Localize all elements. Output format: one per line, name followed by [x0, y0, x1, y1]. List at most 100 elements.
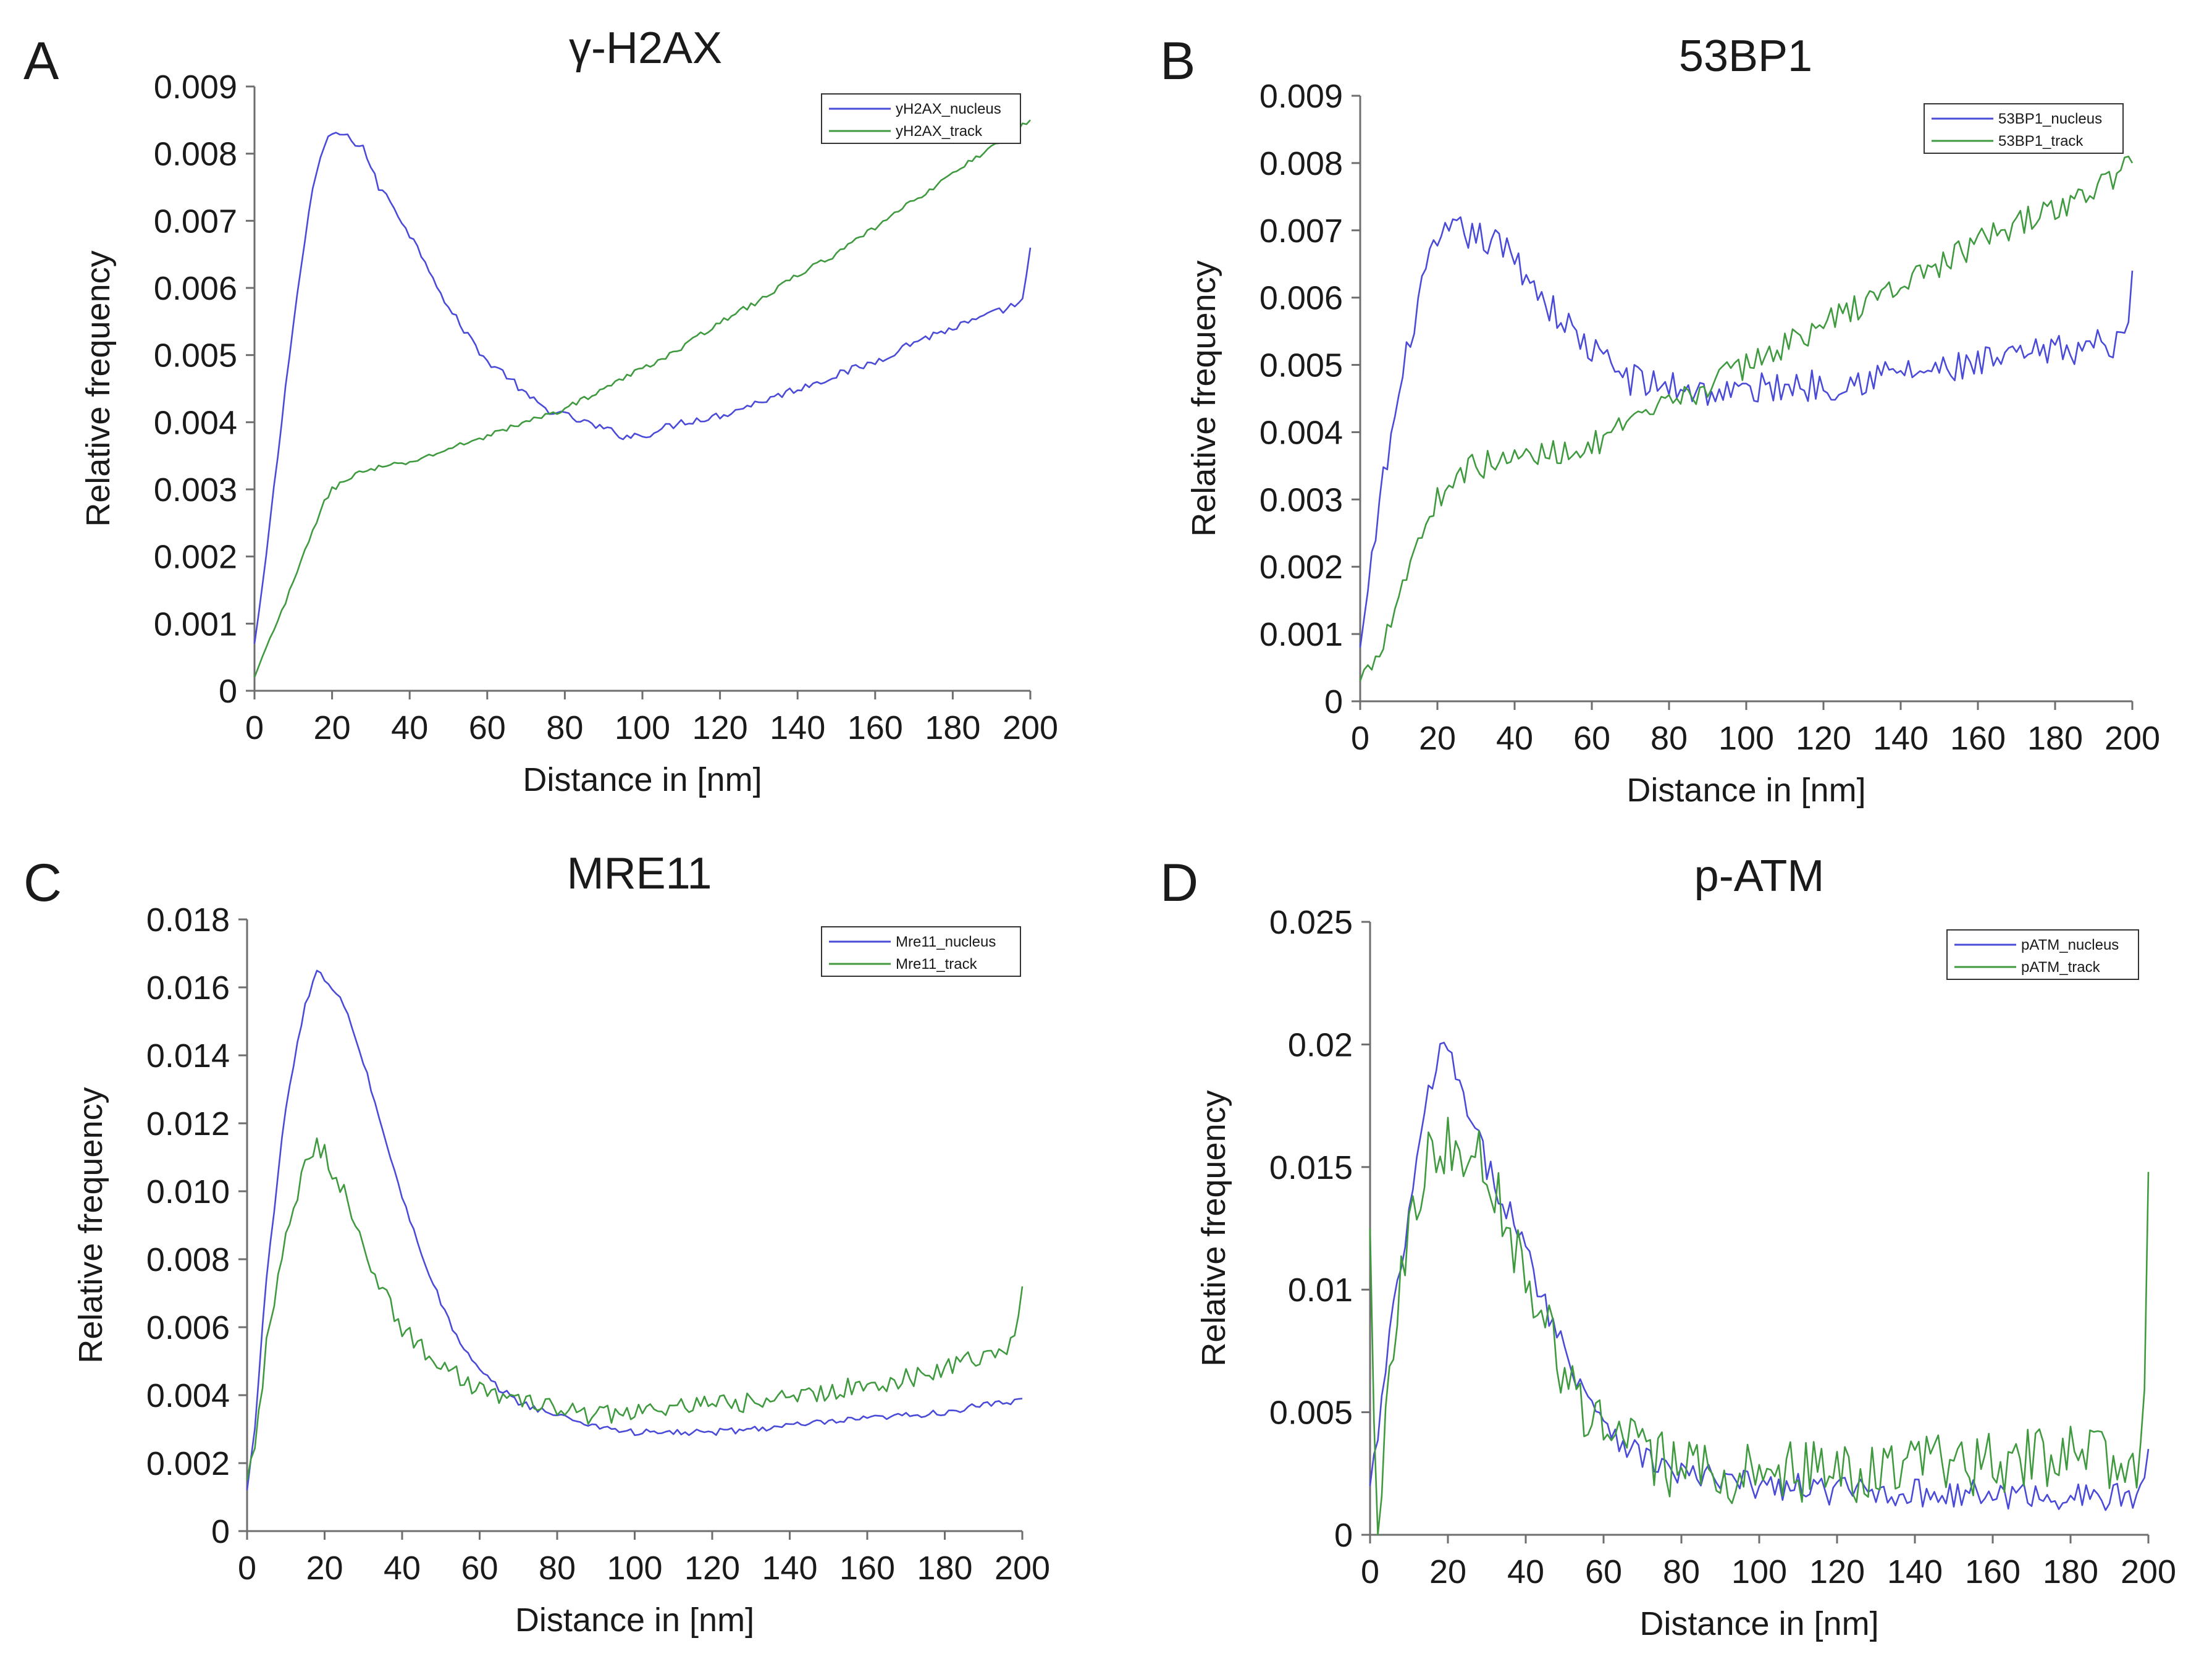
y-tick-label: 0.001 [154, 606, 237, 643]
x-tick-label: 80 [1651, 720, 1688, 757]
x-tick-label: 120 [1809, 1553, 1865, 1590]
x-tick-label: 140 [1873, 720, 1928, 757]
y-axis-label: Relative frequency [1195, 1090, 1232, 1366]
x-tick-label: 200 [995, 1550, 1050, 1587]
y-tick-label: 0.004 [1259, 414, 1343, 451]
y-tick-label: 0.015 [1269, 1149, 1353, 1186]
y-tick-label: 0.003 [1259, 481, 1343, 518]
legend-label: 53BP1_track [1998, 133, 2084, 150]
y-tick-label: 0.025 [1269, 904, 1353, 941]
legend-label: Mre11_track [896, 956, 978, 973]
x-axis-label: Distance in [nm] [523, 761, 762, 798]
y-tick-label: 0.009 [1259, 78, 1343, 115]
y-tick-label: 0.003 [154, 471, 237, 509]
y-tick-label: 0.006 [1259, 280, 1343, 317]
x-tick-label: 20 [306, 1550, 343, 1587]
legend-label: pATM_nucleus [2021, 937, 2119, 953]
series-line-mre11-track [246, 1137, 1024, 1480]
y-tick-label: 0.002 [146, 1445, 230, 1482]
x-tick-label: 20 [314, 709, 351, 746]
x-tick-label: 180 [925, 709, 980, 746]
legend: 53BP1_nucleus 53BP1_track [1924, 103, 2124, 154]
panel-letter: A [23, 32, 59, 91]
x-tick-label: 0 [245, 709, 264, 746]
y-tick-label: 0.008 [1259, 145, 1343, 182]
x-tick-label: 160 [839, 1550, 895, 1587]
y-tick-label: 0.008 [146, 1241, 230, 1278]
series-line-yh2ax-track [253, 119, 1031, 678]
y-axis-label: Relative frequency [80, 250, 117, 526]
panel-letter: D [1160, 853, 1198, 913]
series-line-mre11-nucleus [246, 969, 1023, 1491]
legend: yH2AX_nucleus yH2AX_track [821, 93, 1021, 144]
x-tick-label: 40 [1496, 720, 1533, 757]
series-line-53bp1-track [1359, 155, 2134, 682]
y-tick-label: 0 [219, 673, 237, 710]
series-line-53bp1-nucleus [1359, 216, 2134, 648]
y-tick-label: 0.010 [146, 1173, 230, 1210]
y-tick-label: 0.001 [1259, 616, 1343, 653]
legend-box [821, 926, 1021, 977]
x-tick-label: 140 [770, 709, 825, 746]
x-tick-label: 80 [539, 1550, 576, 1587]
x-tick-label: 0 [1351, 720, 1369, 757]
y-tick-label: 0.004 [154, 404, 237, 441]
x-tick-label: 80 [1663, 1553, 1700, 1590]
y-axis-label: Relative frequency [1185, 260, 1222, 536]
x-tick-label: 0 [1361, 1553, 1379, 1590]
series-line-patm-track [1369, 1117, 2150, 1536]
y-tick-label: 0.007 [1259, 213, 1343, 250]
x-tick-label: 80 [546, 709, 583, 746]
x-tick-label: 200 [1003, 709, 1058, 746]
y-tick-label: 0.008 [154, 136, 237, 173]
chart-panel-c: C MRE11 0 0.002 0.004 0.006 0.008 0.010 0.012 0.0… [23, 849, 1050, 1639]
chart-title: MRE11 [567, 849, 712, 898]
x-tick-label: 200 [2121, 1553, 2176, 1590]
y-tick-label: 0 [211, 1513, 230, 1550]
y-tick-label: 0.005 [1259, 347, 1343, 384]
panel-letter: C [23, 853, 62, 913]
y-tick-label: 0.01 [1288, 1272, 1353, 1309]
x-tick-label: 180 [2043, 1553, 2098, 1590]
panel-letter: B [1160, 32, 1195, 91]
y-tick-label: 0 [1334, 1517, 1353, 1554]
y-tick-label: 0.006 [154, 270, 237, 307]
chart-panel-b: B 53BP1 0 0.001 0.002 0.003 0.004 0.005 0.006 0.0… [1160, 32, 2160, 809]
x-tick-label: 160 [847, 709, 903, 746]
chart-title: 53BP1 [1679, 32, 1812, 81]
legend-label: yH2AX_track [896, 123, 983, 140]
legend: Mre11_nucleus Mre11_track [821, 926, 1021, 977]
legend-label: Mre11_nucleus [896, 934, 996, 950]
x-tick-label: 20 [1419, 720, 1456, 757]
x-tick-label: 160 [1950, 720, 2006, 757]
x-tick-label: 60 [461, 1550, 498, 1587]
x-tick-label: 140 [1887, 1553, 1943, 1590]
series-line-yh2ax-nucleus [253, 132, 1032, 644]
x-tick-label: 180 [2027, 720, 2083, 757]
y-tick-label: 0.006 [146, 1309, 230, 1346]
x-tick-label: 60 [469, 709, 506, 746]
y-axis-label: Relative frequency [72, 1087, 109, 1363]
y-tick-label: 0.002 [154, 539, 237, 576]
y-tick-label: 0.012 [146, 1105, 230, 1142]
x-axis-label: Distance in [nm] [515, 1602, 754, 1639]
y-tick-label: 0.002 [1259, 549, 1343, 586]
x-tick-label: 180 [917, 1550, 972, 1587]
x-tick-label: 100 [1718, 720, 1774, 757]
x-tick-label: 40 [391, 709, 428, 746]
x-tick-label: 200 [2105, 720, 2160, 757]
legend-box [821, 93, 1021, 144]
x-tick-label: 60 [1585, 1553, 1622, 1590]
x-tick-label: 0 [238, 1550, 256, 1587]
x-tick-label: 160 [1965, 1553, 2021, 1590]
x-tick-label: 100 [615, 709, 670, 746]
legend-label: pATM_track [2021, 959, 2101, 976]
x-tick-label: 20 [1429, 1553, 1466, 1590]
legend: pATM_nucleus pATM_track [1946, 929, 2139, 980]
chart-title: p-ATM [1694, 851, 1825, 901]
x-axis-label: Distance in [nm] [1639, 1605, 1878, 1642]
x-axis-label: Distance in [nm] [1626, 772, 1865, 809]
